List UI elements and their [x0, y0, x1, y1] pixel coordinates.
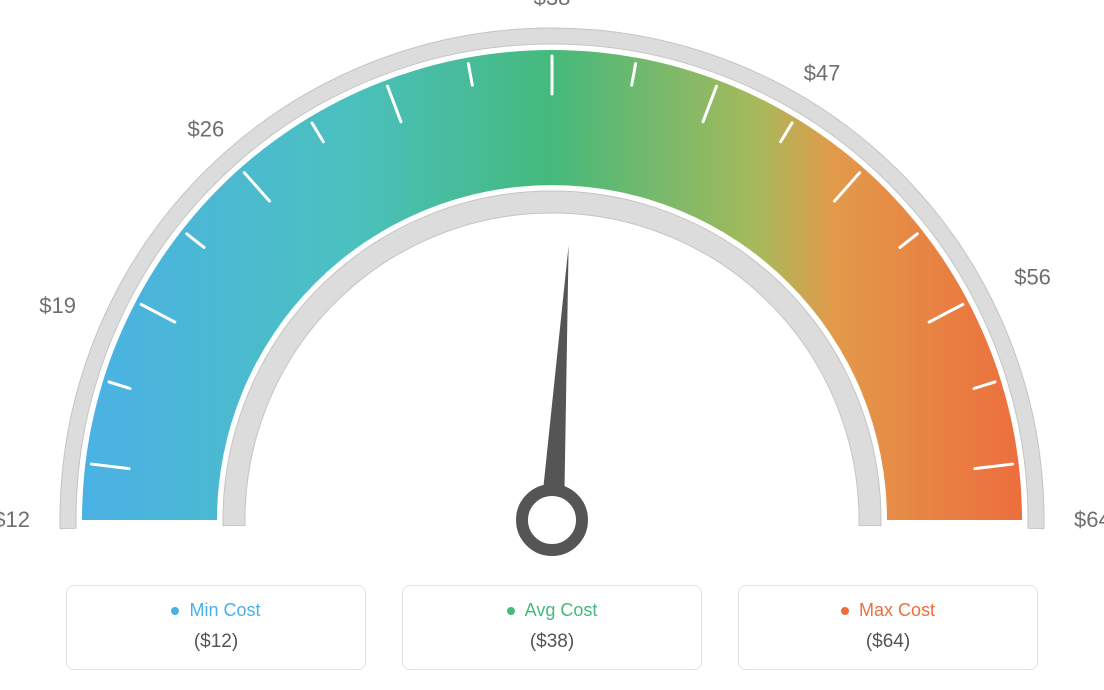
legend-label-max: Max Cost [841, 600, 935, 621]
legend-text-avg: Avg Cost [525, 600, 598, 621]
gauge-svg: $12 $19 $26 $38 $47 $56 $64 [0, 0, 1104, 570]
legend-text-max: Max Cost [859, 600, 935, 621]
legend-label-avg: Avg Cost [507, 600, 598, 621]
legend-text-min: Min Cost [189, 600, 260, 621]
cost-gauge: $12 $19 $26 $38 $47 $56 $64 [0, 0, 1104, 570]
gauge-tick-label: $64 [1074, 507, 1104, 532]
legend-value-avg: ($38) [403, 631, 701, 653]
legend-label-min: Min Cost [171, 600, 260, 621]
dot-icon [507, 607, 515, 615]
gauge-needle [540, 246, 569, 521]
legend-card-avg: Avg Cost ($38) [402, 585, 702, 670]
gauge-tick-label: $12 [0, 507, 30, 532]
gauge-tick-label: $47 [804, 60, 841, 85]
dot-icon [841, 607, 849, 615]
legend-card-max: Max Cost ($64) [738, 585, 1038, 670]
gauge-hub [522, 490, 582, 550]
gauge-tick-label: $26 [187, 116, 224, 141]
gauge-tick-label: $19 [39, 293, 76, 318]
gauge-tick-label: $56 [1014, 264, 1051, 289]
gauge-tick-label: $38 [534, 0, 571, 10]
dot-icon [171, 607, 179, 615]
legend-value-max: ($64) [739, 631, 1037, 653]
legend-value-min: ($12) [67, 631, 365, 653]
legend-card-min: Min Cost ($12) [66, 585, 366, 670]
legend-row: Min Cost ($12) Avg Cost ($38) Max Cost (… [0, 585, 1104, 670]
